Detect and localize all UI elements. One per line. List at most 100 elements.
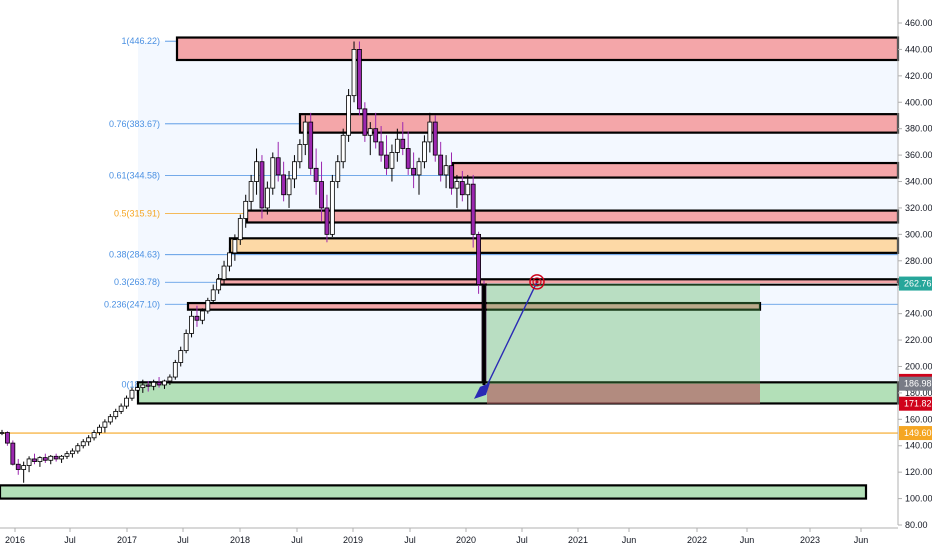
candle-body-87 (470, 183, 476, 235)
candle-body-88 (476, 233, 481, 285)
candle-body-38 (205, 300, 211, 312)
candle-body-77 (416, 161, 422, 176)
y-tick-label-6: 340.00 (905, 177, 932, 187)
trade-target-area (487, 283, 760, 384)
candle-body-57 (308, 121, 314, 169)
candle-body-27 (145, 384, 151, 387)
candle-body-10 (53, 455, 59, 460)
x-tick-label-6: 2019 (343, 535, 363, 545)
candle-body-51 (275, 157, 281, 176)
candle-body-64 (346, 95, 352, 136)
candle-body-40 (216, 278, 222, 291)
candle-body-39 (210, 289, 216, 301)
candle-body-32 (172, 362, 178, 378)
y-tick-label-8: 300.00 (905, 229, 932, 239)
candle-body-24 (129, 389, 135, 399)
fib-label-4: 0.38(284.63) (109, 250, 160, 260)
price-badge-0 (899, 276, 932, 291)
x-tick-label-9: Jul (516, 535, 528, 545)
candle-body-21 (113, 410, 119, 418)
candle-body-69 (373, 128, 379, 143)
candle-body-86 (465, 183, 471, 196)
candle-body-59 (319, 181, 324, 209)
y-tick-label-15: 160.00 (905, 414, 932, 424)
candle-body-76 (411, 167, 416, 176)
x-tick-label-1: Jul (64, 535, 76, 545)
candle-body-56 (302, 121, 308, 145)
y-tick-label-5: 360.00 (905, 150, 932, 160)
candle-body-8 (42, 457, 48, 461)
candle-body-16 (86, 437, 92, 443)
x-tick-label-11: Jun (622, 535, 637, 545)
candle-body-79 (427, 121, 433, 143)
zone-support-8 (0, 484, 868, 500)
y-tick-label-9: 280.00 (905, 256, 932, 266)
candle-body-52 (281, 174, 287, 196)
candle-body-12 (64, 453, 70, 457)
y-tick-label-7: 320.00 (905, 203, 932, 213)
x-tick-label-10: 2021 (568, 535, 588, 545)
y-tick-label-16: 140.00 (905, 441, 932, 451)
fib-label-0: 1(446.22) (121, 36, 160, 46)
candle-body-43 (232, 239, 238, 254)
y-tick-label-4: 380.00 (905, 124, 932, 134)
candle-body-81 (438, 154, 444, 176)
candle-body-44 (237, 218, 243, 241)
candle-body-2 (10, 442, 16, 465)
candle-body-45 (243, 200, 249, 219)
y-tick-label-13: 200.00 (905, 361, 932, 371)
x-tick-label-7: Jul (404, 535, 416, 545)
x-tick-label-12: 2022 (687, 535, 707, 545)
price-badge-label-3: 171.82 (904, 399, 932, 409)
candle-body-34 (183, 333, 189, 352)
candle-body-19 (102, 421, 108, 428)
x-tick-label-4: 2018 (230, 535, 250, 545)
candle-body-41 (221, 265, 227, 280)
candle-body-75 (405, 148, 411, 169)
x-tick-label-2: 2017 (117, 535, 137, 545)
candle-body-80 (432, 121, 438, 156)
rocket-icon (474, 382, 490, 399)
fib-label-1: 0.76(383.67) (109, 119, 160, 129)
trade-stop-area (487, 383, 760, 404)
candle-body-0 (0, 432, 5, 434)
candle-body-83 (449, 165, 454, 189)
candle-body-11 (59, 455, 64, 460)
candle-body-17 (91, 432, 97, 439)
candle-body-66 (357, 49, 362, 110)
candle-body-36 (194, 315, 200, 321)
candle-body-65 (351, 49, 357, 97)
candle-body-37 (199, 310, 205, 321)
candle-body-28 (151, 381, 157, 387)
y-tick-label-17: 120.00 (905, 467, 932, 477)
candle-body-53 (286, 178, 292, 196)
candle-body-4 (21, 465, 27, 470)
candle-body-54 (292, 161, 297, 180)
target-icon-inner (532, 277, 542, 287)
x-tick-label-8: 2020 (456, 535, 476, 545)
candle-body-6 (32, 458, 37, 462)
candle-body-20 (107, 416, 113, 423)
candle-body-22 (118, 405, 124, 412)
y-tick-label-18: 100.00 (905, 494, 932, 504)
candle-body-70 (378, 141, 384, 156)
candle-body-49 (264, 187, 270, 209)
candle-body-60 (324, 207, 330, 235)
candle-body-84 (454, 181, 460, 189)
candle-body-25 (134, 387, 140, 391)
candle-body-7 (37, 457, 43, 462)
candle-body-85 (459, 181, 465, 196)
x-tick-label-15: Jun (854, 535, 869, 545)
x-tick-label-5: Jul (291, 535, 303, 545)
price-badge-label-2: 186.98 (904, 379, 932, 389)
y-tick-label-14: 180.00 (905, 388, 932, 398)
candle-body-23 (124, 397, 129, 407)
zone-resistance-1 (298, 113, 900, 134)
y-tick-label-2: 420.00 (905, 71, 932, 81)
y-tick-label-0: 460.00 (905, 18, 932, 28)
zone-resistance-0 (175, 36, 900, 62)
candle-body-33 (178, 350, 184, 363)
candle-body-61 (329, 181, 335, 235)
